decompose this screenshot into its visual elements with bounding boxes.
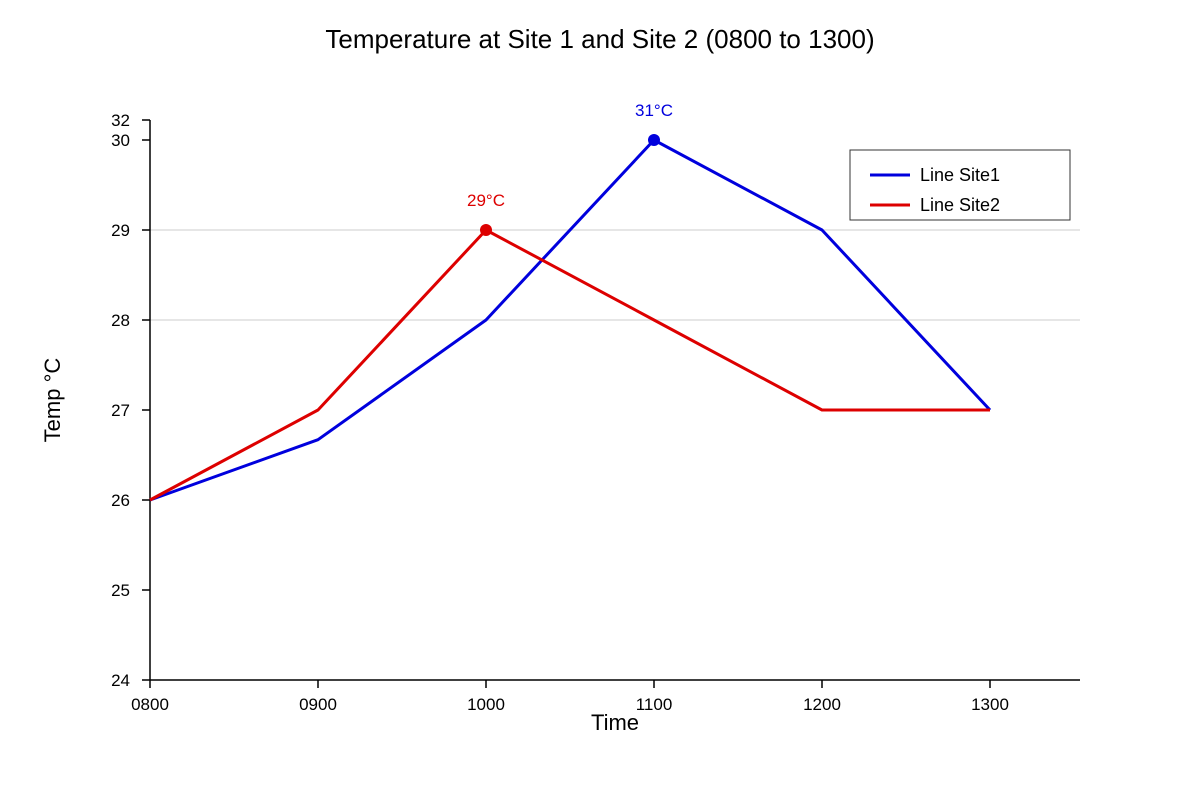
legend-label-1: Line Site1 [920,165,1000,185]
y-tick-label: 26 [111,491,130,510]
series-2-peak-point [480,224,492,236]
series-1-peak-point [648,134,660,146]
x-tick-label: 1200 [803,695,841,714]
y-axis-label: Temp °C [40,358,65,443]
series-2-peak-label: 29°C [467,191,505,210]
x-tick-label: 1000 [467,695,505,714]
y-tick-label: 24 [111,671,130,690]
series-line-1 [149,138,992,502]
x-tick-label: 0900 [299,695,337,714]
y-tick-label: 28 [111,311,130,330]
x-tick-label: 0800 [131,695,169,714]
y-tick-label: 25 [111,581,130,600]
y-tick-label: 32 [111,111,130,130]
axes [149,120,1080,681]
y-tick-label: 29 [111,221,130,240]
legend-label-2: Line Site2 [920,195,1000,215]
x-tick-label: 1100 [636,695,673,714]
chart-title: Temperature at Site 1 and Site 2 (0800 t… [325,24,875,54]
y-tick-label: 30 [111,131,130,150]
legend-items: Line Site1 Line Site2 [870,165,1000,215]
series-line-2 [149,228,990,502]
gridlines [150,229,1080,321]
series-1-peak-label: 31°C [635,101,673,120]
series-lines: 31°C 29°C [149,101,992,502]
legend-box [849,149,1071,221]
x-axis-label: Time [591,710,639,735]
y-tick-label: 27 [111,401,130,420]
legend: Line Site1 Line Site2 [849,149,1071,221]
x-tick-label: 1300 [971,695,1009,714]
